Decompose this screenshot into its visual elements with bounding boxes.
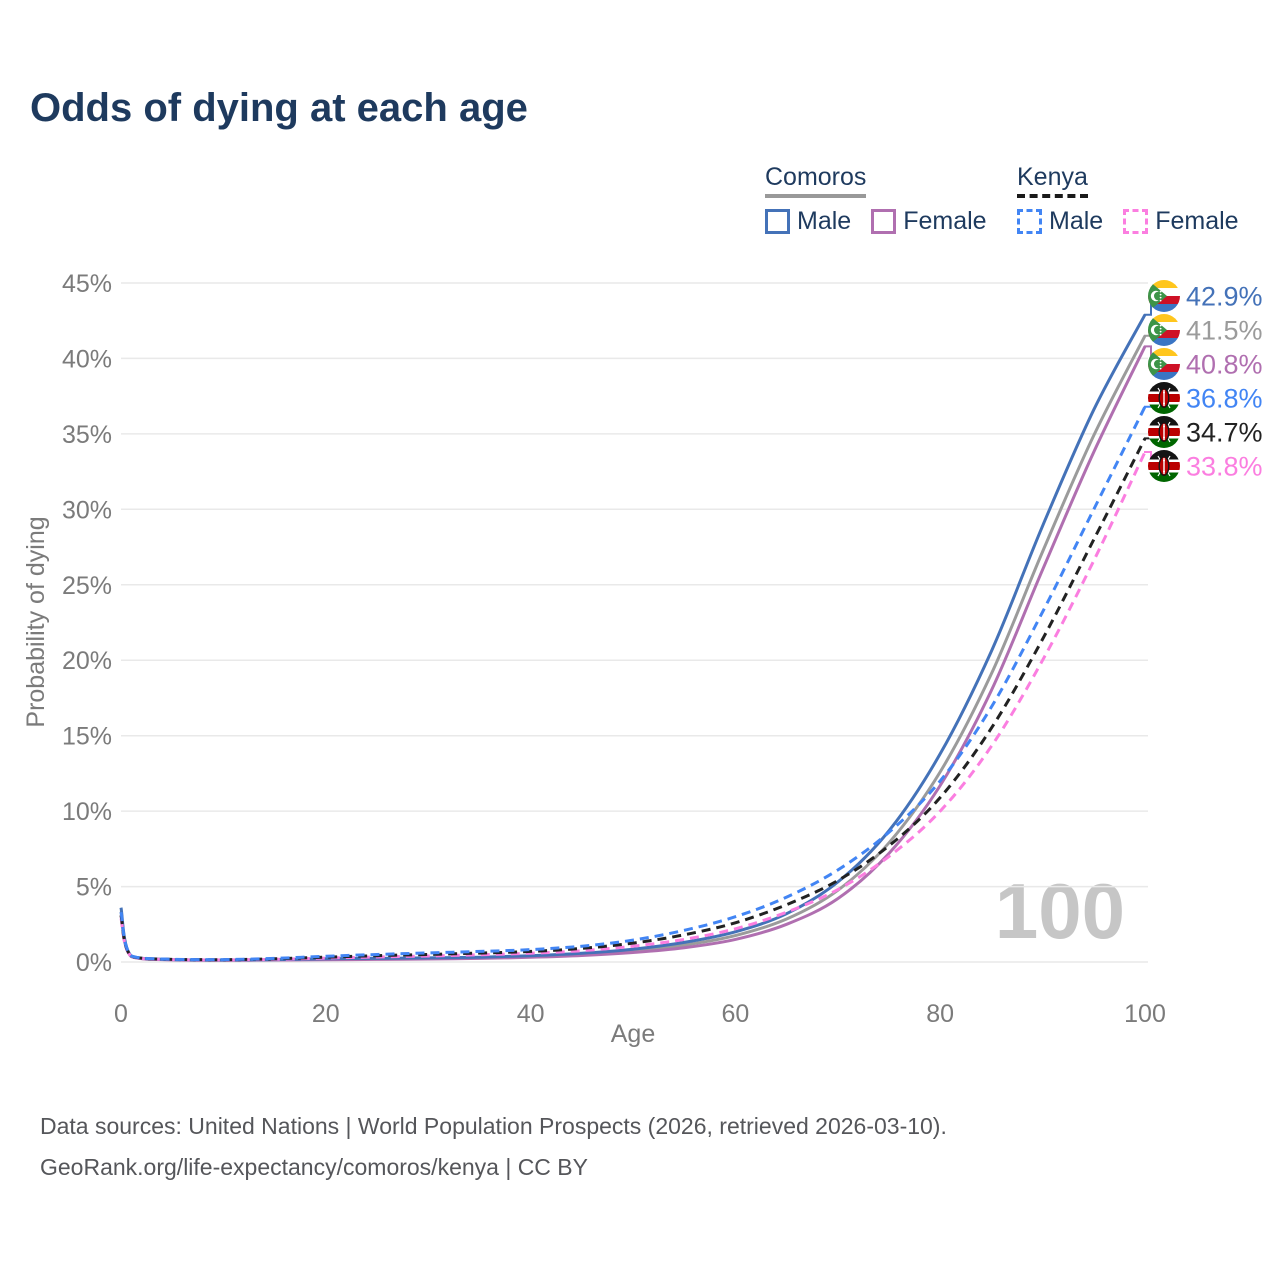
legend-group-kenya: Kenya Male Female [1017, 163, 1259, 236]
y-tick-label: 0% [76, 949, 112, 977]
comoros-flag-icon [1148, 314, 1180, 346]
x-tick-label: 60 [721, 1000, 749, 1028]
legend-item-label: Male [797, 207, 852, 235]
end-value-label-comoros-male: 42.9% [1186, 282, 1263, 312]
end-value-label-kenya-male: 36.8% [1186, 384, 1263, 414]
comoros-flag-icon [1148, 280, 1180, 312]
y-tick-label: 10% [62, 798, 112, 826]
y-tick-label: 45% [62, 270, 112, 298]
x-tick-label: 0 [114, 1000, 128, 1028]
y-axis-title: Probability of dying [22, 516, 50, 727]
end-value-label-comoros: 41.5% [1186, 316, 1263, 346]
legend-item-label: Female [903, 207, 987, 235]
max-age-watermark: 100 [994, 867, 1125, 955]
legend-item-kenya-male[interactable]: Male [1017, 207, 1103, 236]
footer: Data sources: United Nations | World Pop… [40, 1106, 947, 1188]
page-title: Odds of dying at each age [30, 86, 528, 130]
legend-item-comoros-male[interactable]: Male [765, 207, 851, 236]
y-tick-label: 5% [76, 874, 112, 902]
y-tick-label: 30% [62, 496, 112, 524]
series-line-kenya [119, 437, 1147, 962]
x-tick-label: 80 [926, 1000, 954, 1028]
attribution-line: GeoRank.org/life-expectancy/comoros/keny… [40, 1153, 588, 1180]
x-tick-label: 40 [517, 1000, 545, 1028]
y-tick-label: 40% [62, 345, 112, 373]
x-tick-label: 100 [1124, 1000, 1166, 1028]
kenya-flag-icon [1148, 382, 1180, 414]
y-tick-label: 15% [62, 723, 112, 751]
legend-group-comoros: Comoros Male Female [765, 163, 1007, 236]
series-line-kenya-male [119, 406, 1147, 962]
end-value-label-kenya-female: 33.8% [1186, 452, 1263, 482]
y-tick-label: 20% [62, 647, 112, 675]
legend-country-kenya[interactable]: Kenya [1017, 163, 1088, 198]
kenya-female-swatch-icon [1123, 209, 1149, 234]
kenya-flag-icon [1148, 416, 1180, 448]
y-tick-label: 35% [62, 421, 112, 449]
legend-item-kenya-female[interactable]: Female [1123, 207, 1239, 236]
end-value-label-kenya: 34.7% [1186, 418, 1263, 448]
end-value-label-comoros-female: 40.8% [1186, 350, 1263, 380]
legend-item-label: Male [1049, 207, 1104, 235]
kenya-flag-icon [1148, 450, 1180, 482]
legend-country-comoros[interactable]: Comoros [765, 163, 867, 198]
comoros-male-swatch-icon [765, 209, 790, 234]
legend-item-comoros-female[interactable]: Female [871, 207, 987, 236]
comoros-female-swatch-icon [871, 209, 897, 234]
series-line-comoros-male [119, 313, 1147, 962]
x-tick-label: 20 [312, 1000, 340, 1028]
y-tick-label: 25% [62, 572, 112, 600]
kenya-male-swatch-icon [1017, 209, 1042, 234]
x-axis-title: Age [611, 1020, 655, 1048]
data-sources-line: Data sources: United Nations | World Pop… [40, 1113, 947, 1139]
legend-item-label: Female [1155, 207, 1239, 235]
comoros-flag-icon [1148, 348, 1180, 380]
